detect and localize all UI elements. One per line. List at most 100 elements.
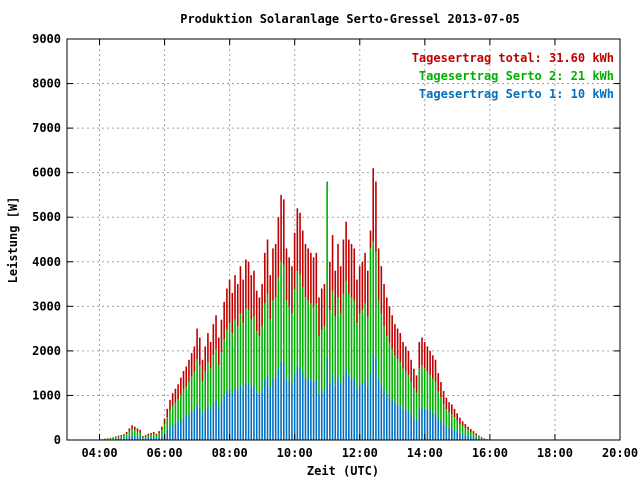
y-tick-label: 3000 <box>32 299 61 313</box>
bar-serto-1 <box>261 390 263 440</box>
bar-total <box>461 421 464 427</box>
bar-serto-2 <box>236 326 239 391</box>
bar-serto-2 <box>429 374 431 412</box>
chart-title: Produktion Solaranlage Serto-Gressel 201… <box>180 12 520 26</box>
bar-total <box>161 426 163 431</box>
x-tick-label: 14:00 <box>407 446 443 460</box>
bar-total <box>253 270 255 317</box>
x-tick-label: 20:00 <box>602 446 638 460</box>
bar-total <box>377 248 380 301</box>
axis-ticks: 0 1000 2000 3000 4000 5000 6000 7000 8000 9000 04:… <box>32 32 638 460</box>
bar-serto-1 <box>293 373 296 440</box>
bar-serto-1 <box>180 420 182 440</box>
bar-serto-2 <box>220 352 223 402</box>
bar-total <box>245 259 247 309</box>
bar-serto-2 <box>204 371 207 411</box>
bar-serto-1 <box>469 436 472 440</box>
bar-total <box>345 221 347 281</box>
bar-serto-1 <box>209 408 212 440</box>
bar-serto-2 <box>207 362 209 406</box>
bar-serto-1 <box>402 408 404 440</box>
bar-total <box>480 436 483 438</box>
bar-serto-2 <box>342 293 345 376</box>
bar-serto-1 <box>301 372 304 440</box>
bar-serto-2 <box>337 297 339 378</box>
bar-serto-1 <box>312 381 315 440</box>
bar-total <box>329 261 331 311</box>
bar-total <box>312 257 315 307</box>
bar-serto-2 <box>404 371 407 411</box>
bar-serto-1 <box>315 380 318 440</box>
bar-total <box>247 261 250 310</box>
bar-total <box>331 235 334 291</box>
bar-serto-1 <box>177 422 179 440</box>
bar-serto-1 <box>277 368 280 440</box>
bar-total <box>394 324 396 356</box>
bar-serto-1 <box>385 394 388 440</box>
bar-serto-2 <box>282 264 285 364</box>
bar-serto-1 <box>291 384 293 440</box>
bar-serto-2 <box>350 297 353 378</box>
bar-serto-2 <box>242 323 244 389</box>
bar-serto-1 <box>193 410 196 440</box>
bar-total <box>150 432 152 435</box>
bar-serto-2 <box>432 378 434 413</box>
bar-total <box>226 288 228 330</box>
bar-serto-2 <box>291 313 293 385</box>
bar-total <box>350 243 353 298</box>
bar-serto-1 <box>255 392 258 440</box>
bar-serto-1 <box>182 417 185 440</box>
bar-total <box>188 359 190 382</box>
bar-serto-2 <box>136 431 139 437</box>
bar-serto-2 <box>301 287 304 373</box>
bar-serto-1 <box>339 384 342 440</box>
bar-total <box>407 350 410 375</box>
bar-serto-2 <box>318 336 320 395</box>
bar-total <box>437 373 440 392</box>
bar-serto-1 <box>348 375 350 440</box>
bar-serto-1 <box>353 378 356 440</box>
bar-serto-1 <box>207 405 209 440</box>
bar-total <box>334 270 337 317</box>
bar-total <box>169 399 171 411</box>
y-tick-label: 2000 <box>32 344 61 358</box>
bar-total <box>299 212 301 275</box>
bar-serto-2 <box>253 316 255 386</box>
bar-serto-1 <box>188 414 190 440</box>
bar-serto-2 <box>174 402 177 424</box>
bar-serto-2 <box>161 430 163 436</box>
bar-total <box>399 333 402 363</box>
bar-serto-2 <box>269 319 272 388</box>
bar-serto-1 <box>198 407 201 440</box>
bar-serto-2 <box>266 293 269 376</box>
bar-serto-1 <box>364 380 366 440</box>
bar-series <box>101 168 488 440</box>
bar-total <box>320 288 323 330</box>
bar-serto-1 <box>220 401 223 440</box>
bar-serto-2 <box>228 323 231 389</box>
bar-total <box>304 243 307 298</box>
bar-serto-2 <box>123 435 125 439</box>
bar-total <box>310 252 312 304</box>
bar-serto-2 <box>280 261 282 362</box>
bar-serto-2 <box>310 303 312 381</box>
bar-serto-2 <box>345 280 347 371</box>
bar-total <box>147 433 150 436</box>
legend-entry: Tagesertrag Serto 1: 10 kWh <box>419 87 614 101</box>
bar-total <box>421 337 423 366</box>
bar-total <box>448 402 450 413</box>
bar-serto-2 <box>423 368 426 409</box>
bar-serto-2 <box>234 319 236 388</box>
bar-serto-2 <box>445 409 448 427</box>
bar-total <box>128 428 131 432</box>
bar-total <box>114 436 117 438</box>
bar-serto-2 <box>231 333 234 393</box>
bar-total <box>291 266 293 314</box>
bar-serto-2 <box>464 428 467 435</box>
bar-serto-2 <box>193 371 196 411</box>
bar-serto-2 <box>394 355 396 403</box>
bar-total <box>383 284 385 327</box>
bar-serto-2 <box>131 429 133 436</box>
bar-serto-1 <box>307 378 309 440</box>
bar-serto-2 <box>169 410 171 428</box>
